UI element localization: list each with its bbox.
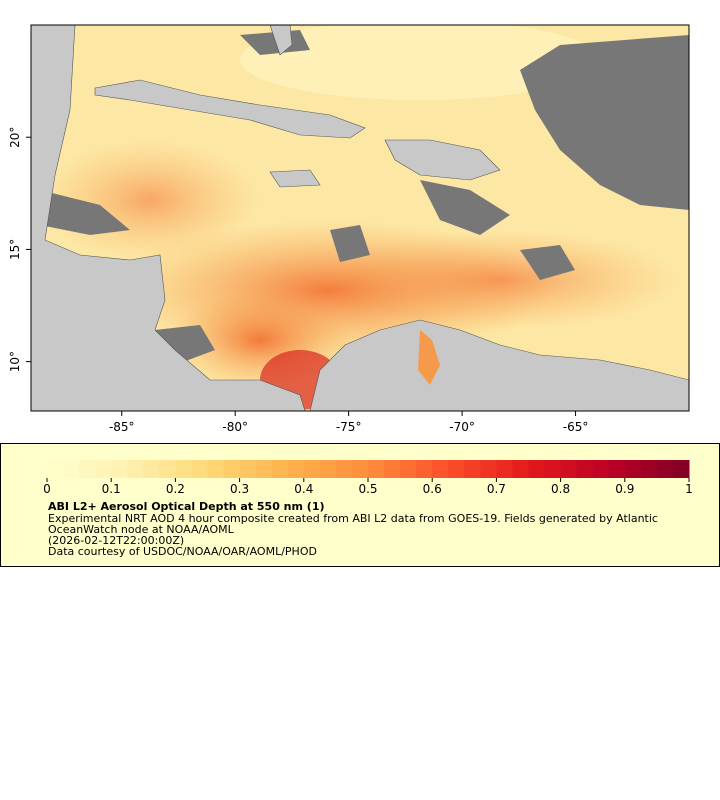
colorbar-segment xyxy=(624,460,642,478)
colorbar-segment xyxy=(351,460,369,478)
y-tick-label: 15° xyxy=(8,239,22,260)
map-axes: -85° -80° -75° -70° -65° 20° 15° 10° xyxy=(8,127,588,434)
colorbar-segment xyxy=(400,460,417,478)
colorbar-segment xyxy=(384,460,401,478)
colorbar-tick-label: 0.6 xyxy=(423,482,442,496)
x-tick-label: -70° xyxy=(449,420,475,434)
colorbar-segment xyxy=(79,460,96,478)
colorbar-segment xyxy=(560,460,578,478)
y-tick-label: 10° xyxy=(8,351,22,372)
colorbar-segment xyxy=(368,460,385,478)
legend-line: Experimental NRT AOD 4 hour composite cr… xyxy=(48,512,658,525)
map-image xyxy=(31,25,689,411)
colorbar-segment xyxy=(223,460,241,478)
colorbar-segment xyxy=(432,460,449,478)
x-tick-label: -85° xyxy=(109,420,135,434)
legend-title: ABI L2+ Aerosol Optical Depth at 550 nm … xyxy=(48,500,325,513)
legend-line: (2026-02-12T22:00:00Z) xyxy=(48,534,184,547)
colorbar-segment xyxy=(159,460,176,478)
colorbar-segment xyxy=(207,460,225,478)
colorbar-segment xyxy=(191,460,208,478)
colorbar-tick-label: 0.2 xyxy=(166,482,185,496)
colorbar-segment xyxy=(480,460,497,478)
lake-maracaibo xyxy=(418,330,440,385)
y-tick-label: 20° xyxy=(8,127,22,148)
colorbar-segment xyxy=(95,460,112,478)
colorbar-segment xyxy=(303,460,321,478)
colorbar-tick-label: 0.5 xyxy=(358,482,377,496)
colorbar-segment xyxy=(63,460,80,478)
colorbar-tick-label: 0.3 xyxy=(230,482,249,496)
colorbar-tick-label: 0 xyxy=(43,482,51,496)
colorbar: 0 0.1 0.2 0.3 0.4 0.5 0.6 0.7 0.8 0.9 1 xyxy=(43,460,693,496)
colorbar-segment xyxy=(672,460,690,478)
colorbar-segment xyxy=(448,460,465,478)
legend-line: OceanWatch node at NOAA/AOML xyxy=(48,523,235,536)
colorbar-segment xyxy=(111,460,128,478)
x-tick-label: -75° xyxy=(336,420,362,434)
x-tick-label: -80° xyxy=(222,420,248,434)
colorbar-tick-label: 0.4 xyxy=(294,482,313,496)
colorbar-segment xyxy=(528,460,546,478)
clouds xyxy=(40,30,689,365)
colorbar-segment xyxy=(175,460,192,478)
colorbar-segment xyxy=(143,460,160,478)
colorbar-segment xyxy=(640,460,658,478)
colorbar-segment xyxy=(608,460,626,478)
colorbar-segment xyxy=(496,460,513,478)
colorbar-tick-label: 0.9 xyxy=(615,482,634,496)
colorbar-segment xyxy=(416,460,433,478)
colorbar-segment xyxy=(576,460,594,478)
colorbar-segment xyxy=(255,460,273,478)
colorbar-segment xyxy=(239,460,257,478)
colorbar-tick-label: 0.8 xyxy=(551,482,570,496)
colorbar-segment xyxy=(656,460,674,478)
colorbar-segment xyxy=(287,460,305,478)
colorbar-segment xyxy=(592,460,610,478)
colorbar-segment xyxy=(464,460,481,478)
x-tick-label: -65° xyxy=(563,420,589,434)
land xyxy=(31,25,689,411)
colorbar-tick-label: 0.1 xyxy=(102,482,121,496)
map-frame xyxy=(30,24,690,412)
colorbar-tick-label: 1 xyxy=(685,482,693,496)
colorbar-segment xyxy=(47,460,64,478)
colorbar-segment xyxy=(335,460,353,478)
colorbar-segment xyxy=(127,460,144,478)
colorbar-segment xyxy=(319,460,337,478)
colorbar-segment xyxy=(271,460,289,478)
colorbar-segment xyxy=(544,460,562,478)
colorbar-tick-label: 0.7 xyxy=(487,482,506,496)
colorbar-segment xyxy=(512,460,529,478)
legend-line: Data courtesy of USDOC/NOAA/OAR/AOML/PHO… xyxy=(48,545,317,558)
